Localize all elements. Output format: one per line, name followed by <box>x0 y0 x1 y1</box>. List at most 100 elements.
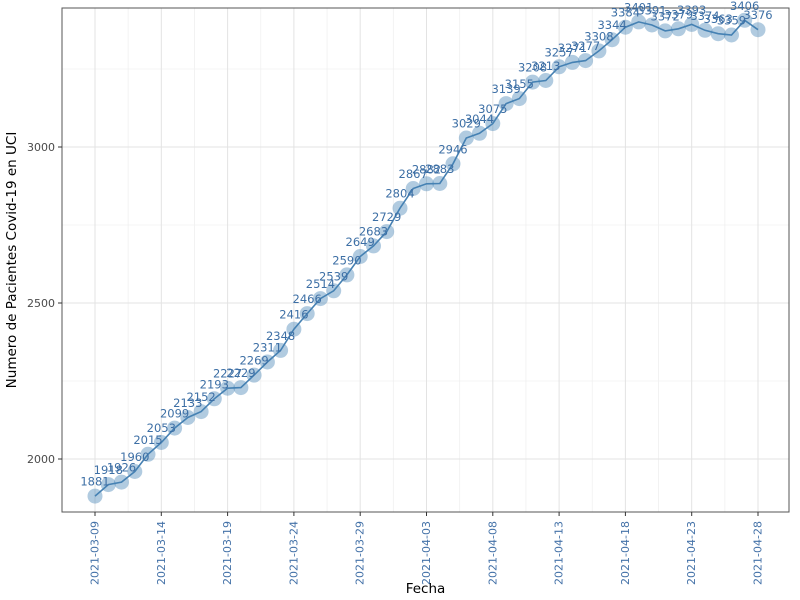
data-point-label: 1881 <box>80 475 109 489</box>
data-point-label: 2053 <box>147 421 176 435</box>
data-point <box>551 59 567 75</box>
data-point-label: 2649 <box>346 235 375 249</box>
data-point <box>644 17 660 33</box>
data-point-label: 3139 <box>491 82 520 96</box>
x-tick-label: 2021-04-08 <box>486 521 499 585</box>
data-point <box>246 367 262 383</box>
data-point <box>87 488 103 504</box>
data-point <box>286 321 302 337</box>
data-point <box>206 391 222 407</box>
data-point-label: 3213 <box>531 59 560 73</box>
data-point-label: 3406 <box>730 0 759 13</box>
series-line <box>94 19 759 497</box>
data-point-label: 3075 <box>478 102 507 116</box>
data-point <box>326 283 342 299</box>
data-point <box>220 380 236 396</box>
y-axis-ticks: 2000 2500 3000 <box>27 141 62 466</box>
data-point <box>631 14 647 30</box>
data-points <box>87 12 766 504</box>
data-point <box>127 464 143 479</box>
data-point <box>273 342 289 358</box>
data-point-label: 2590 <box>332 253 361 267</box>
data-point <box>724 27 739 43</box>
data-point <box>511 91 527 107</box>
y-tick-label: 2000 <box>27 453 55 466</box>
data-point-label: 2193 <box>200 377 229 391</box>
data-point-label: 3155 <box>505 77 534 91</box>
data-point-label: 2311 <box>253 341 282 355</box>
data-point-label: 2416 <box>279 308 308 322</box>
data-point <box>100 477 116 493</box>
data-point <box>578 53 594 69</box>
data-point <box>167 420 183 436</box>
data-point-label: 3044 <box>465 112 494 126</box>
data-point <box>299 306 315 322</box>
data-point <box>193 404 209 420</box>
data-point <box>352 249 368 264</box>
data-point-label: 3308 <box>584 29 613 43</box>
panel-border <box>61 7 790 513</box>
data-point <box>604 32 620 48</box>
data-point-label: 2015 <box>133 433 162 447</box>
x-tick-label: 2021-04-28 <box>752 521 765 585</box>
y-tick-label: 3000 <box>27 141 55 154</box>
data-point-label: 2099 <box>160 407 189 421</box>
data-point <box>180 410 196 425</box>
data-point <box>472 125 487 141</box>
x-tick-label: 2021-04-03 <box>420 521 433 585</box>
data-point-label: 3393 <box>677 3 706 17</box>
data-point-label: 2883 <box>425 162 454 176</box>
data-point <box>617 19 633 35</box>
data-point-label: 3384 <box>611 6 640 20</box>
data-point-label: 3372 <box>651 9 680 23</box>
data-point-label: 2683 <box>359 224 388 238</box>
data-point <box>498 96 514 112</box>
data-point <box>339 267 355 283</box>
x-tick-label: 2021-04-13 <box>553 521 566 585</box>
data-point <box>259 354 275 370</box>
x-tick-label: 2021-03-09 <box>89 521 102 585</box>
data-point-label: 2133 <box>173 396 202 410</box>
data-point <box>697 22 713 38</box>
y-tick-label: 2500 <box>27 297 55 310</box>
data-point-label: 2227 <box>213 367 242 381</box>
data-point <box>710 26 726 42</box>
x-tick-label: 2021-03-29 <box>354 521 367 585</box>
data-point <box>366 238 381 254</box>
data-point <box>737 12 753 28</box>
gridlines-major <box>62 8 789 512</box>
data-point <box>114 474 129 490</box>
data-point <box>153 435 169 450</box>
data-point <box>485 116 501 132</box>
data-point <box>750 22 766 38</box>
data-point <box>538 73 554 88</box>
data-point-label: 3401 <box>624 0 653 14</box>
data-point-label: 2882 <box>412 162 441 176</box>
x-axis-title: Fecha <box>406 581 446 597</box>
data-point-label: 3208 <box>518 61 547 75</box>
x-tick-label: 2021-04-23 <box>685 521 698 585</box>
gridlines-minor <box>62 8 789 512</box>
data-point-label: 3359 <box>717 14 746 28</box>
data-point-label: 1918 <box>94 463 123 477</box>
data-point-label: 2514 <box>306 277 335 291</box>
data-point-label: 2269 <box>239 354 268 368</box>
data-point-label: 3277 <box>571 39 600 53</box>
data-point <box>525 74 541 90</box>
x-tick-label: 2021-04-18 <box>619 521 632 585</box>
x-axis-ticks: 2021-03-09 2021-03-14 2021-03-19 2021-03-24… <box>89 512 765 585</box>
data-point <box>140 446 156 462</box>
x-tick-label: 2021-03-14 <box>155 521 168 585</box>
data-point-label: 2539 <box>319 269 348 283</box>
data-point-label: 1926 <box>107 461 136 475</box>
data-point-label: 3391 <box>637 4 666 18</box>
data-point-label: 3376 <box>743 8 772 22</box>
x-tick-label: 2021-03-24 <box>287 521 300 585</box>
data-point-label: 2229 <box>226 366 255 380</box>
data-point-label: 3379 <box>664 7 693 21</box>
data-point-label: 2946 <box>438 142 467 156</box>
data-point <box>684 16 700 32</box>
data-point <box>405 181 421 196</box>
